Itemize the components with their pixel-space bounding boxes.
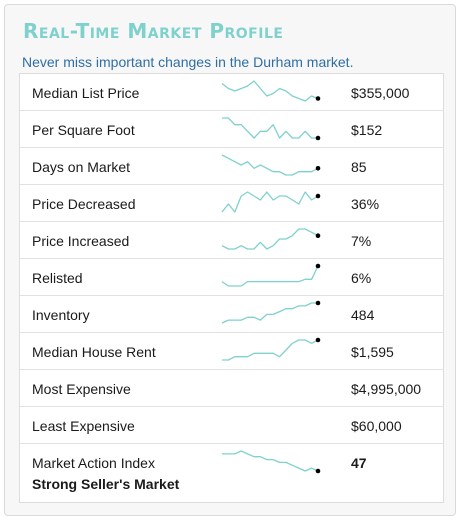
row-inventory: Inventory 484 [20, 296, 443, 333]
sparkline-current-point [315, 263, 321, 269]
trend-sparkline [221, 263, 321, 287]
row-label: Relisted [32, 270, 83, 286]
row-value: $4,995,000 [351, 381, 422, 397]
trend-sparkline [222, 337, 321, 361]
sparkline-current-point [315, 300, 321, 306]
row-relisted: Relisted 6% [20, 259, 443, 296]
row-value: 85 [351, 159, 367, 175]
sparkline-current-point [315, 337, 321, 343]
row-value: $60,000 [351, 418, 402, 434]
row-value: 47 [351, 455, 367, 471]
row-value: 7% [351, 233, 372, 249]
sparkline-path [222, 450, 319, 472]
row-label: Market Action Index [32, 455, 155, 471]
trend-sparkline [221, 154, 321, 176]
row-value: 36% [351, 196, 380, 212]
row-most-expensive: Most Expensive $4,995,000 [20, 370, 443, 407]
sparkline-path [221, 302, 318, 324]
trend-sparkline [221, 300, 321, 324]
sparkline-current-point [315, 135, 321, 141]
sparkline-path [222, 339, 319, 361]
row-per-square-foot: Per Square Foot $152 [20, 111, 443, 148]
row-value: $152 [351, 122, 383, 138]
sparkline-path [221, 228, 319, 250]
trend-sparkline [222, 450, 321, 474]
trend-sparkline [221, 228, 321, 250]
market-profile-table: Median List Price $355,000 Per Square Fo… [19, 73, 444, 503]
sparkline-path [221, 191, 319, 213]
row-value: 484 [351, 307, 375, 323]
row-days-on-market: Days on Market 85 [20, 148, 443, 185]
row-label: Median List Price [32, 85, 140, 101]
sparkline-current-point [315, 193, 321, 199]
sparkline-current-point [315, 468, 321, 474]
row-price-decreased: Price Decreased 36% [20, 185, 443, 222]
sparkline-path [222, 117, 318, 139]
row-market-action-index: Market Action Index Strong Seller's Mark… [20, 444, 443, 502]
trend-sparkline [221, 191, 321, 213]
row-value: $355,000 [351, 85, 410, 101]
trend-sparkline [221, 80, 321, 102]
row-label: Median House Rent [32, 344, 156, 360]
row-label: Per Square Foot [32, 122, 135, 138]
panel-title: Real-Time Market Profile [23, 19, 284, 43]
panel-subtitle: Never miss important changes in the Durh… [22, 54, 354, 70]
sparkline-path [221, 154, 319, 176]
row-label: Price Increased [32, 233, 130, 249]
market-status: Strong Seller's Market [32, 476, 180, 492]
row-label: Price Decreased [32, 196, 136, 212]
sparkline-current-point [315, 166, 321, 171]
sparkline-current-point [315, 233, 321, 238]
row-median-house-rent: Median House Rent $1,595 [20, 333, 443, 370]
row-value: 6% [351, 270, 372, 286]
row-least-expensive: Least Expensive $60,000 [20, 407, 443, 444]
sparkline-path [221, 265, 319, 287]
row-label: Inventory [32, 307, 90, 323]
row-value: $1,595 [351, 344, 394, 360]
row-label: Days on Market [32, 159, 131, 175]
row-label: Most Expensive [32, 381, 131, 397]
row-label: Least Expensive [32, 418, 135, 434]
market-profile-panel: Real-Time Market Profile Never miss impo… [4, 4, 456, 516]
row-price-increased: Price Increased 7% [20, 222, 443, 259]
sparkline-current-point [315, 96, 321, 101]
row-median-list-price: Median List Price $355,000 [20, 74, 443, 111]
sparkline-path [221, 80, 319, 102]
trend-sparkline [222, 117, 321, 141]
